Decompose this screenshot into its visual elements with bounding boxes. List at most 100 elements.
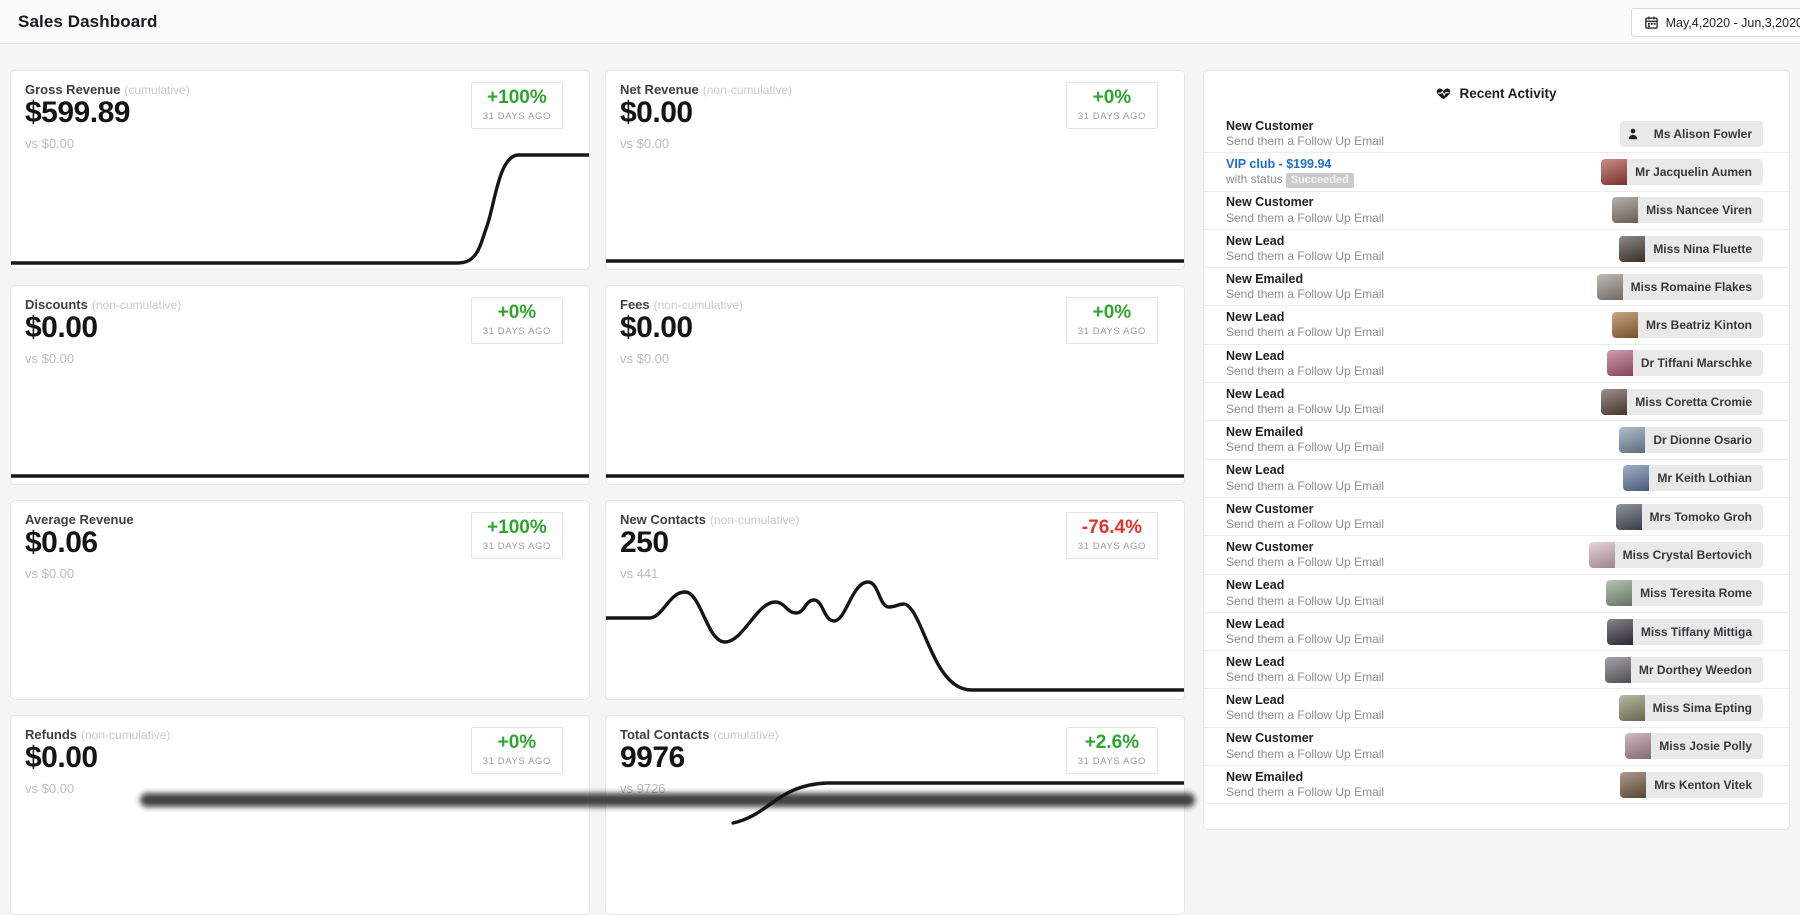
activity-item: New Customer Send them a Follow Up Email… [1204,536,1789,574]
activity-item: New Customer Send them a Follow Up Email… [1204,498,1789,536]
activity-item-title: New Customer [1226,118,1384,134]
sparkline-chart [605,715,1185,915]
contact-chip[interactable]: Mrs Kenton Vitek [1620,772,1763,798]
metric-card: Gross Revenue(cumulative) $599.89 vs $0.… [10,70,590,270]
top-bar: Sales Dashboard May,4,2020 - Jun,3,2020 [0,0,1800,44]
page-title: Sales Dashboard [18,0,157,44]
activity-item-subtitle: Send them a Follow Up Email [1226,747,1384,763]
contact-name: Mrs Tomoko Groh [1650,510,1752,524]
metric-card: Fees(non-cumulative) $0.00 vs $0.00 +0% … [605,285,1185,485]
change-percent: +0% [483,733,551,753]
contact-name: Miss Crystal Bertovich [1623,548,1752,562]
avatar [1601,159,1627,185]
sparkline-chart [10,285,590,485]
activity-item-subtitle: Send them a Follow Up Email [1226,440,1384,456]
activity-item-subtitle: Send them a Follow Up Email [1226,670,1384,686]
contact-chip[interactable]: Miss Josie Polly [1625,733,1763,759]
status-badge: Succeeded [1286,173,1354,187]
contact-chip[interactable]: Miss Crystal Bertovich [1589,542,1763,568]
contact-name: Dr Dionne Osario [1653,433,1752,447]
activity-item-title: New Customer [1226,539,1384,555]
activity-item-subtitle: Send them a Follow Up Email [1226,402,1384,418]
activity-item-title: New Customer [1226,501,1384,517]
activity-item: New Lead Send them a Follow Up Email Mis… [1204,383,1789,421]
sparkline-chart [10,70,590,270]
contact-chip[interactable]: Mr Keith Lothian [1623,465,1763,491]
avatar [1606,580,1632,606]
activity-item: New Lead Send them a Follow Up Email Mis… [1204,575,1789,613]
metric-comparison: vs $0.00 [25,566,575,581]
contact-chip[interactable]: Dr Dionne Osario [1619,427,1763,453]
contact-name: Miss Romaine Flakes [1631,280,1752,294]
change-period: 31 DAYS AGO [483,756,551,767]
sparkline-chart [605,285,1185,485]
activity-item-subtitle: Send them a Follow Up Email [1226,364,1384,380]
contact-chip[interactable]: Miss Coretta Cromie [1601,389,1763,415]
activity-item: New Lead Send them a Follow Up Email Dr … [1204,345,1789,383]
change-badge: +100% 31 DAYS AGO [471,512,563,559]
date-range-picker[interactable]: May,4,2020 - Jun,3,2020 [1631,8,1800,37]
activity-item: New Lead Send them a Follow Up Email Mis… [1204,689,1789,727]
activity-item: New Emailed Send them a Follow Up Email … [1204,268,1789,306]
contact-chip[interactable]: Miss Nancee Viren [1612,197,1763,223]
contact-chip[interactable]: Mrs Tomoko Groh [1616,504,1763,530]
activity-item-subtitle: Send them a Follow Up Email [1226,287,1384,303]
activity-item-title: New Lead [1226,616,1384,632]
contact-name: Mr Dorthey Weedon [1639,663,1752,677]
contact-chip[interactable]: Miss Sima Epting [1619,695,1763,721]
contact-chip[interactable]: Mr Jacquelin Aumen [1601,159,1763,185]
avatar [1589,542,1615,568]
activity-item-title: New Lead [1226,348,1384,364]
contact-chip[interactable]: Miss Teresita Rome [1606,580,1763,606]
change-percent: +100% [483,518,551,538]
activity-title: Recent Activity [1459,86,1556,101]
avatar [1612,312,1638,338]
activity-item-subtitle: Send them a Follow Up Email [1226,325,1384,341]
activity-item-subtitle: Send them a Follow Up Email [1226,249,1384,265]
activity-item-subtitle: Send them a Follow Up Email [1226,517,1384,533]
activity-item-title: New Lead [1226,386,1384,402]
activity-item-title: New Lead [1226,233,1384,249]
activity-item: New Customer Send them a Follow Up Email… [1204,192,1789,230]
contact-name: Miss Nina Fluette [1653,242,1752,256]
contact-name: Dr Tiffani Marschke [1641,356,1752,370]
bottom-shadow-artifact [140,793,1195,807]
contact-chip[interactable]: Miss Tiffany Mittiga [1607,619,1763,645]
contact-chip[interactable]: Mr Dorthey Weedon [1605,657,1763,683]
contact-chip[interactable]: Ms Alison Fowler [1620,121,1763,147]
activity-item-title: New Emailed [1226,424,1384,440]
contact-name: Miss Josie Polly [1659,739,1752,753]
activity-item-title: New Lead [1226,577,1384,593]
sparkline-chart [605,70,1185,270]
activity-item: New Emailed Send them a Follow Up Email … [1204,421,1789,459]
activity-item-title: New Lead [1226,692,1384,708]
activity-item-title[interactable]: VIP club - $199.94 [1226,156,1354,172]
metric-card: Total Contacts(cumulative) 9976 vs 9726 … [605,715,1185,915]
avatar [1597,274,1623,300]
avatar [1616,504,1642,530]
metric-card: Refunds(non-cumulative) $0.00 vs $0.00 +… [10,715,590,915]
calendar-icon [1644,15,1659,30]
activity-item-subtitle: Send them a Follow Up Email [1226,708,1384,724]
avatar [1605,657,1631,683]
contact-chip[interactable]: Miss Romaine Flakes [1597,274,1763,300]
activity-item-title: New Customer [1226,730,1384,746]
activity-item: New Emailed Send them a Follow Up Email … [1204,766,1789,804]
activity-item: New Lead Send them a Follow Up Email Mis… [1204,613,1789,651]
contact-name: Mr Jacquelin Aumen [1635,165,1752,179]
contact-chip[interactable]: Dr Tiffani Marschke [1607,350,1763,376]
recent-activity-panel: Recent Activity New Customer Send them a… [1203,70,1790,830]
contact-name: Miss Teresita Rome [1640,586,1752,600]
activity-item-title: New Customer [1226,194,1384,210]
activity-item-title: New Lead [1226,654,1384,670]
metric-tag: (non-cumulative) [81,728,170,742]
avatar [1619,236,1645,262]
contact-name: Miss Sima Epting [1653,701,1752,715]
contact-chip[interactable]: Miss Nina Fluette [1619,236,1763,262]
contact-chip[interactable]: Mrs Beatriz Kinton [1612,312,1763,338]
avatar [1620,772,1646,798]
change-period: 31 DAYS AGO [483,541,551,552]
activity-item: New Lead Send them a Follow Up Email Mis… [1204,230,1789,268]
contact-name: Mr Keith Lothian [1657,471,1752,485]
